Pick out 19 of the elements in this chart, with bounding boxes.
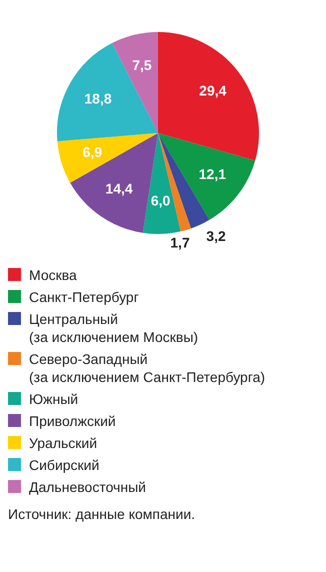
data-label: 7,5 [132, 57, 152, 74]
data-label: 1,7 [170, 234, 190, 250]
legend-label: Москва [29, 266, 77, 284]
legend-label: Южный [29, 390, 78, 408]
data-label: 12,1 [198, 166, 226, 182]
data-label: 14,4 [105, 180, 133, 196]
data-label: 29,4 [199, 82, 227, 98]
legend-label: Центральный (за исключением Москвы) [29, 310, 198, 346]
legend-label: Санкт-Петербург [29, 288, 139, 306]
legend-label: Северо-Западный (за исключением Санкт-Петербурга) [29, 350, 266, 386]
legend-label: Сибирский [29, 456, 100, 474]
data-label: 6,9 [82, 144, 102, 160]
data-label: 6,0 [150, 192, 171, 208]
text: Источник: данные компании. [8, 506, 196, 522]
data-label: 18,8 [84, 90, 112, 106]
data-label: 3,2 [206, 228, 226, 244]
legend-label: Приволжский [29, 412, 116, 430]
legend-label: Уральский [29, 434, 98, 452]
legend-label: Дальневосточный [29, 478, 146, 496]
